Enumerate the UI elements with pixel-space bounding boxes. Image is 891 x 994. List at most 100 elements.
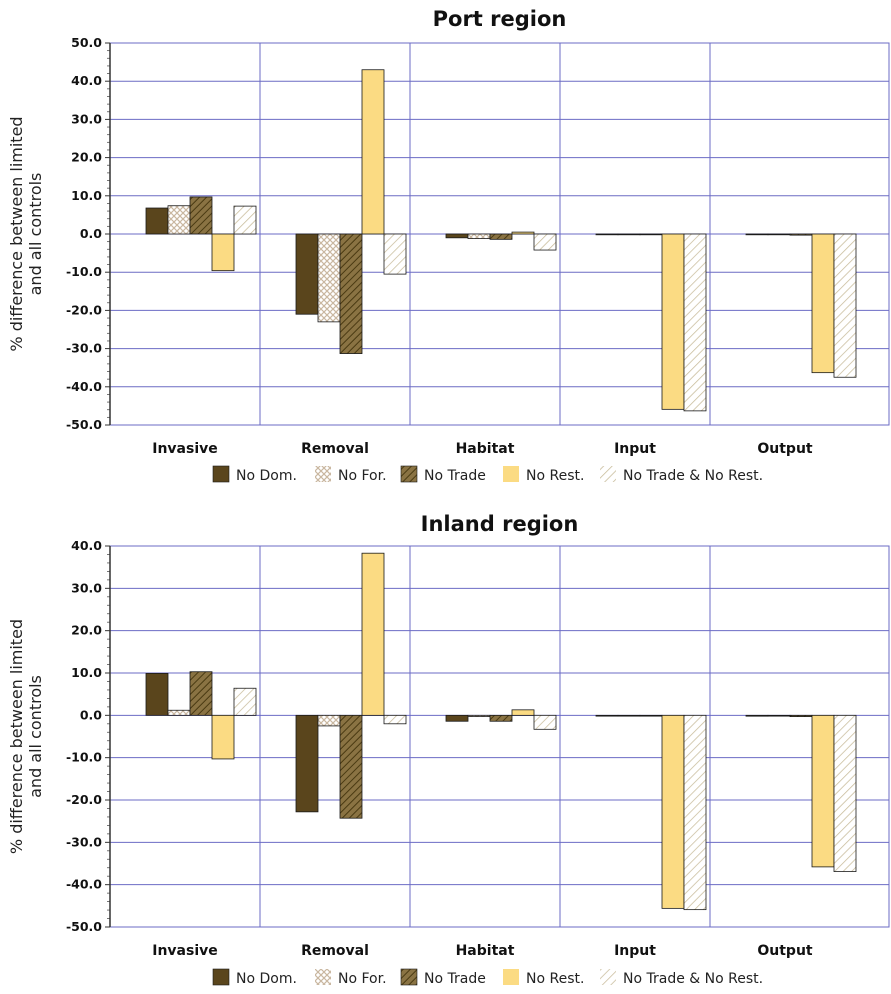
legend-item-no-trade-no-rest: No Trade & No Rest. [600, 969, 763, 987]
y-tick-label: -40.0 [66, 877, 102, 892]
bar-no-for [317, 233, 341, 323]
y-tick-label: 10.0 [71, 188, 102, 203]
bar-no-for [617, 714, 641, 717]
bar-no-for [467, 233, 491, 239]
y-tick-label: -50.0 [66, 919, 102, 934]
legend-label: No Trade & No Rest. [623, 468, 763, 484]
bar-no-trade-no-rest [533, 714, 557, 730]
bar-no-rest [511, 231, 535, 235]
bar-no-rest [361, 552, 385, 716]
legend-label: No Rest. [526, 971, 584, 987]
y-tick-label: -30.0 [66, 834, 102, 849]
y-tick-label: 20.0 [71, 150, 102, 165]
bar-no-trade-no-rest [383, 714, 407, 725]
bar-no-trade [339, 233, 363, 354]
bar-no-rest [211, 233, 235, 272]
legend-item-no-rest: No Rest. [503, 466, 584, 484]
y-tick-label: -10.0 [66, 750, 102, 765]
bar-no-trade [789, 714, 813, 718]
bar-no-for [167, 709, 191, 716]
bar-no-rest [511, 709, 535, 716]
bar-no-trade-no-rest [833, 233, 857, 378]
legend-item-no-dom: No Dom. [212, 968, 297, 987]
category-label: Habitat [456, 943, 515, 959]
bar-no-dom [145, 673, 169, 716]
category-label: Removal [301, 441, 369, 457]
y-tick-label: 20.0 [71, 623, 102, 638]
chart-title: Inland region [421, 512, 579, 536]
y-tick-label: 50.0 [71, 35, 102, 50]
legend-swatch [600, 466, 616, 482]
y-axis-label: and all controls [26, 675, 45, 798]
bar-no-for [317, 714, 341, 727]
y-tick-label: -40.0 [66, 379, 102, 394]
y-tick-label: 10.0 [71, 665, 102, 680]
legend-item-no-for: No For. [315, 969, 387, 987]
bar-no-rest [661, 714, 685, 909]
bar-no-trade [339, 714, 363, 819]
y-tick-label: -20.0 [66, 792, 102, 807]
bar-no-trade [789, 233, 813, 236]
y-axis-label: and all controls [26, 173, 45, 296]
legend-swatch [600, 969, 616, 985]
y-tick-label: 40.0 [71, 538, 102, 553]
bar-no-rest [661, 233, 685, 410]
bar-no-dom [745, 714, 769, 717]
bar-no-for [167, 205, 191, 235]
legend-item-no-for: No For. [315, 466, 387, 484]
legend-swatch [503, 466, 519, 482]
bar-no-dom [445, 233, 469, 239]
legend-swatch [315, 466, 331, 482]
category-label: Input [614, 943, 656, 959]
legend-swatch [400, 968, 418, 986]
bar-no-trade-no-rest [833, 714, 857, 872]
category-label: Input [614, 441, 656, 457]
bar-no-rest [811, 714, 835, 868]
bar-no-for [467, 714, 491, 718]
bar-no-dom [595, 714, 619, 717]
legend-item-no-dom: No Dom. [212, 465, 297, 484]
bar-no-dom [445, 714, 469, 722]
legend-label: No Dom. [236, 971, 297, 987]
bar-no-trade [639, 233, 663, 236]
y-tick-label: -20.0 [66, 302, 102, 317]
legend-label: No Dom. [236, 468, 297, 484]
legend-item-no-rest: No Rest. [503, 969, 584, 987]
bar-no-dom [295, 714, 319, 813]
bar-no-rest [211, 714, 235, 760]
legend-item-no-trade-no-rest: No Trade & No Rest. [600, 466, 763, 484]
category-label: Invasive [152, 441, 218, 457]
y-tick-label: -10.0 [66, 264, 102, 279]
bar-no-trade [489, 714, 513, 722]
panel-1: Port region 50.0 40.0 30.0 20.0 10.0 0.0 -10.0 -… [7, 7, 890, 484]
bar-no-trade-no-rest [683, 714, 707, 911]
legend-label: No For. [338, 468, 387, 484]
y-tick-label: 30.0 [71, 111, 102, 126]
legend-item-no-trade: No Trade [400, 465, 486, 484]
bar-no-dom [595, 233, 619, 236]
bar-no-trade-no-rest [683, 233, 707, 412]
legend-label: No Trade [424, 971, 486, 987]
bar-no-dom [745, 233, 769, 236]
bar-no-rest [361, 69, 385, 235]
bar-no-trade [189, 671, 213, 716]
category-label: Output [757, 441, 813, 457]
legend-swatch [212, 968, 230, 986]
legend-label: No Trade [424, 468, 486, 484]
bar-no-for [617, 233, 641, 236]
bar-no-rest [811, 233, 835, 374]
legend-label: No For. [338, 971, 387, 987]
bar-no-trade-no-rest [233, 205, 257, 235]
y-tick-label: -30.0 [66, 341, 102, 356]
legend-swatch [400, 465, 418, 483]
category-label: Invasive [152, 943, 218, 959]
y-tick-label: 0.0 [80, 707, 102, 722]
bar-no-dom [295, 233, 319, 315]
panel-2: Inland region 40.0 30.0 20.0 10.0 0.0 -10.0 -20… [7, 512, 890, 987]
y-tick-label: 0.0 [80, 226, 102, 241]
legend-swatch [503, 969, 519, 985]
legend-label: No Rest. [526, 468, 584, 484]
category-label: Removal [301, 943, 369, 959]
legend-swatch [315, 969, 331, 985]
